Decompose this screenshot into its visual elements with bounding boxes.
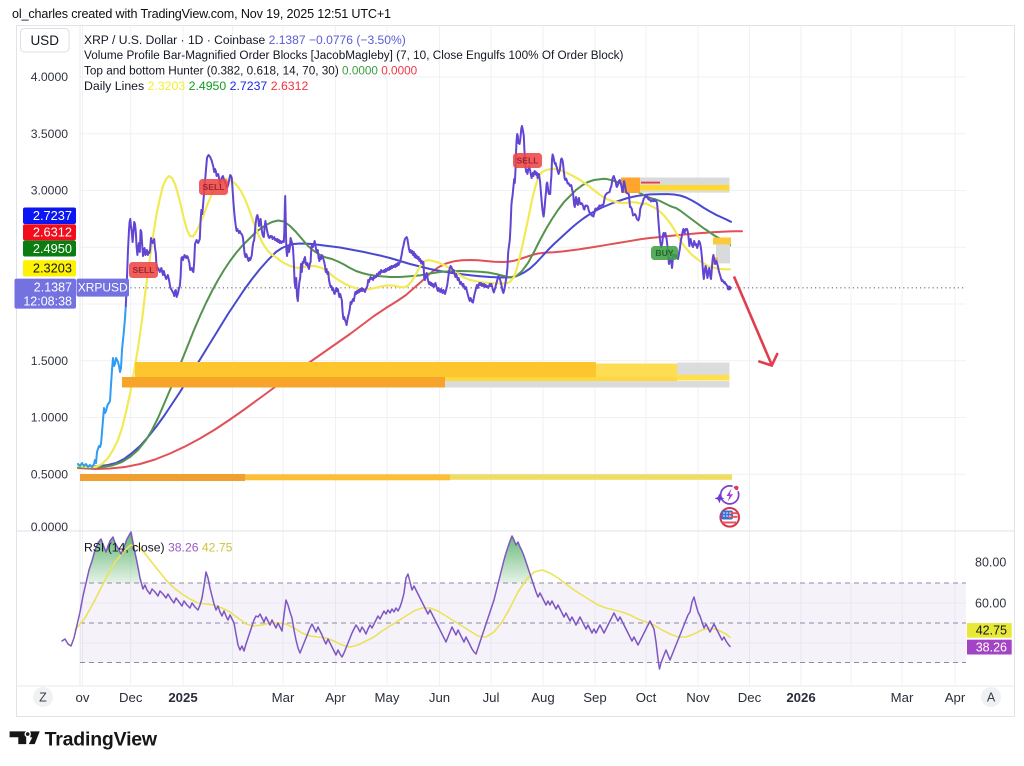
- svg-text:Z: Z: [39, 691, 47, 705]
- svg-text:0.5000: 0.5000: [31, 468, 68, 482]
- svg-text:Apr: Apr: [945, 690, 966, 705]
- svg-text:Aug: Aug: [531, 690, 554, 705]
- svg-text:RSI (14, close) 38.26 42.75: RSI (14, close) 38.26 42.75: [84, 541, 233, 555]
- svg-text:Dec: Dec: [119, 690, 143, 705]
- svg-text:2025: 2025: [168, 690, 197, 705]
- svg-text:Mar: Mar: [891, 690, 914, 705]
- svg-text:Jun: Jun: [429, 690, 450, 705]
- svg-text:42.75: 42.75: [976, 624, 1007, 638]
- svg-text:Jul: Jul: [483, 690, 500, 705]
- svg-text:4.0000: 4.0000: [31, 70, 68, 84]
- svg-text:May: May: [375, 690, 400, 705]
- svg-text:2.6312: 2.6312: [33, 225, 72, 240]
- svg-text:1.0000: 1.0000: [31, 411, 68, 425]
- svg-text:0.0000: 0.0000: [31, 520, 68, 534]
- svg-text:Sep: Sep: [583, 690, 606, 705]
- svg-text:BUY: BUY: [655, 248, 673, 258]
- svg-text:Oct: Oct: [636, 690, 657, 705]
- svg-text:USD: USD: [30, 33, 59, 48]
- svg-text:Volume Profile Bar-Magnified O: Volume Profile Bar-Magnified Order Block…: [84, 49, 624, 62]
- svg-text:TradingView: TradingView: [45, 728, 158, 750]
- svg-text:Apr: Apr: [325, 690, 346, 705]
- svg-text:A: A: [987, 691, 996, 705]
- svg-text:SELL: SELL: [203, 182, 225, 192]
- svg-text:Dec: Dec: [738, 690, 762, 705]
- svg-text:2.3203: 2.3203: [33, 261, 72, 276]
- svg-text:2.4950: 2.4950: [33, 241, 72, 256]
- svg-text:ov: ov: [76, 690, 90, 705]
- svg-text:80.00: 80.00: [975, 556, 1006, 570]
- svg-text:Nov: Nov: [686, 690, 710, 705]
- svg-text:3.5000: 3.5000: [31, 127, 68, 141]
- svg-text:Mar: Mar: [272, 690, 295, 705]
- svg-text:1.5000: 1.5000: [31, 354, 68, 368]
- svg-text:2026: 2026: [786, 690, 815, 705]
- svg-text:Daily Lines 2.3203 2.4950 2.72: Daily Lines 2.3203 2.4950 2.7237 2.6312: [84, 79, 308, 93]
- svg-text:XRP / U.S. Dollar · 1D · Coinb: XRP / U.S. Dollar · 1D · Coinbase 2.1387…: [84, 33, 406, 47]
- svg-text:Top and bottom Hunter (0.382,: Top and bottom Hunter (0.382, 0.618, 14,…: [84, 65, 418, 78]
- svg-text:XRPUSD: XRPUSD: [78, 281, 128, 295]
- svg-text:SELL: SELL: [133, 265, 155, 275]
- svg-text:60.00: 60.00: [975, 597, 1006, 611]
- svg-text:3.0000: 3.0000: [31, 184, 68, 198]
- svg-text:SELL: SELL: [517, 156, 539, 166]
- svg-text:2.1387: 2.1387: [34, 280, 72, 294]
- svg-text:2.7237: 2.7237: [33, 208, 72, 223]
- svg-text:38.26: 38.26: [976, 640, 1007, 654]
- svg-text:12:08:38: 12:08:38: [23, 294, 72, 308]
